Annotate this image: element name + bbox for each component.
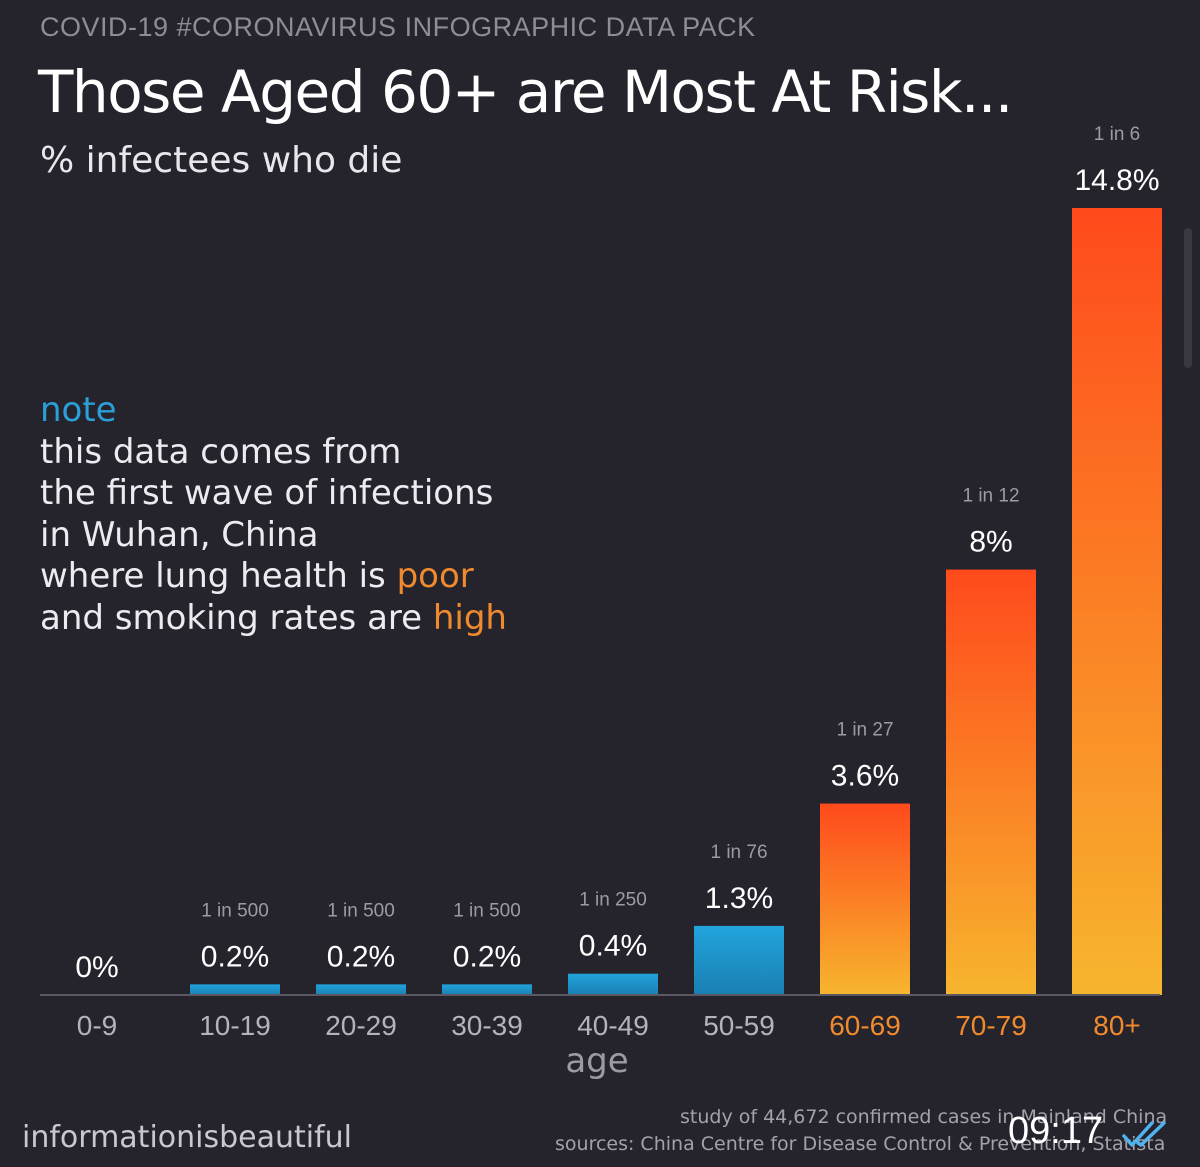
message-timestamp: 09:17 xyxy=(1008,1110,1104,1152)
infographic-kicker: COVID-19 #CORONAVIRUS INFOGRAPHIC DATA P… xyxy=(40,12,756,42)
note-line-1: this data comes from xyxy=(40,431,402,472)
ratio-label: 1 in 500 xyxy=(453,900,521,921)
study-note: study of 44,672 confirmed cases in Mainl… xyxy=(680,1106,1168,1128)
scrollbar-thumb[interactable] xyxy=(1184,228,1192,368)
note-line-4-text: where lung health is xyxy=(40,556,397,596)
ratio-label: 1 in 250 xyxy=(579,890,647,911)
note-line-5: and smoking rates are high xyxy=(40,598,507,640)
source-footnote: study of 44,672 confirmed cases in Mainl… xyxy=(555,1104,1167,1158)
chart-title: Those Aged 60+ are Most At Risk... xyxy=(38,58,1013,126)
bar-60-69 xyxy=(820,803,910,995)
ratio-label: 1 in 500 xyxy=(201,900,269,921)
bar-30-39 xyxy=(442,984,532,995)
bar-20-29 xyxy=(316,984,406,995)
bar-10-19 xyxy=(190,984,280,995)
bar-70-79 xyxy=(946,569,1036,995)
note-highlight-poor: poor xyxy=(396,556,474,596)
ratio-label: 1 in 27 xyxy=(836,720,893,741)
note-highlight-high: high xyxy=(432,597,507,638)
category-label: 50-59 xyxy=(703,1010,775,1041)
category-label: 20-29 xyxy=(325,1010,397,1041)
value-label: 3.6% xyxy=(831,760,899,793)
sources-note: sources: China Centre for Disease Contro… xyxy=(555,1133,1166,1155)
ratio-label: 1 in 500 xyxy=(327,900,395,921)
bar-80+ xyxy=(1072,208,1162,995)
note-line-2: the first wave of infections xyxy=(40,473,494,513)
bar-40-49 xyxy=(568,973,658,995)
category-label: 40-49 xyxy=(577,1010,649,1041)
value-label: 0.2% xyxy=(453,940,521,973)
note-block: note this data comes from the first wave… xyxy=(40,390,507,639)
ratio-label: 1 in 76 xyxy=(710,842,767,863)
double-check-icon xyxy=(1122,1121,1166,1147)
category-label: 0-9 xyxy=(77,1010,117,1041)
value-label: 0.2% xyxy=(201,940,269,973)
category-label: 30-39 xyxy=(451,1010,523,1041)
category-label: 80+ xyxy=(1093,1010,1141,1041)
value-label: 0% xyxy=(75,951,118,984)
value-label: 14.8% xyxy=(1074,164,1159,197)
note-line-4: where lung health is poor xyxy=(40,556,507,598)
bar-50-59 xyxy=(694,925,784,995)
ratio-label: 1 in 6 xyxy=(1094,124,1140,145)
category-label: 70-79 xyxy=(955,1010,1027,1041)
note-label: note xyxy=(40,390,117,430)
ratio-label: 1 in 12 xyxy=(962,486,1019,507)
value-label: 0.4% xyxy=(579,930,647,963)
category-label: 10-19 xyxy=(199,1010,271,1041)
x-axis-label: age xyxy=(565,1041,628,1081)
category-label: 60-69 xyxy=(829,1010,901,1041)
note-line-3: in Wuhan, China xyxy=(40,514,319,555)
chart-subtitle: % infectees who die xyxy=(40,140,403,181)
brand-logo-text: informationisbeautiful xyxy=(22,1120,353,1155)
note-line-5-text: and smoking rates are xyxy=(40,597,433,638)
value-label: 0.2% xyxy=(327,940,395,973)
value-label: 8% xyxy=(969,526,1012,559)
value-label: 1.3% xyxy=(705,882,773,915)
